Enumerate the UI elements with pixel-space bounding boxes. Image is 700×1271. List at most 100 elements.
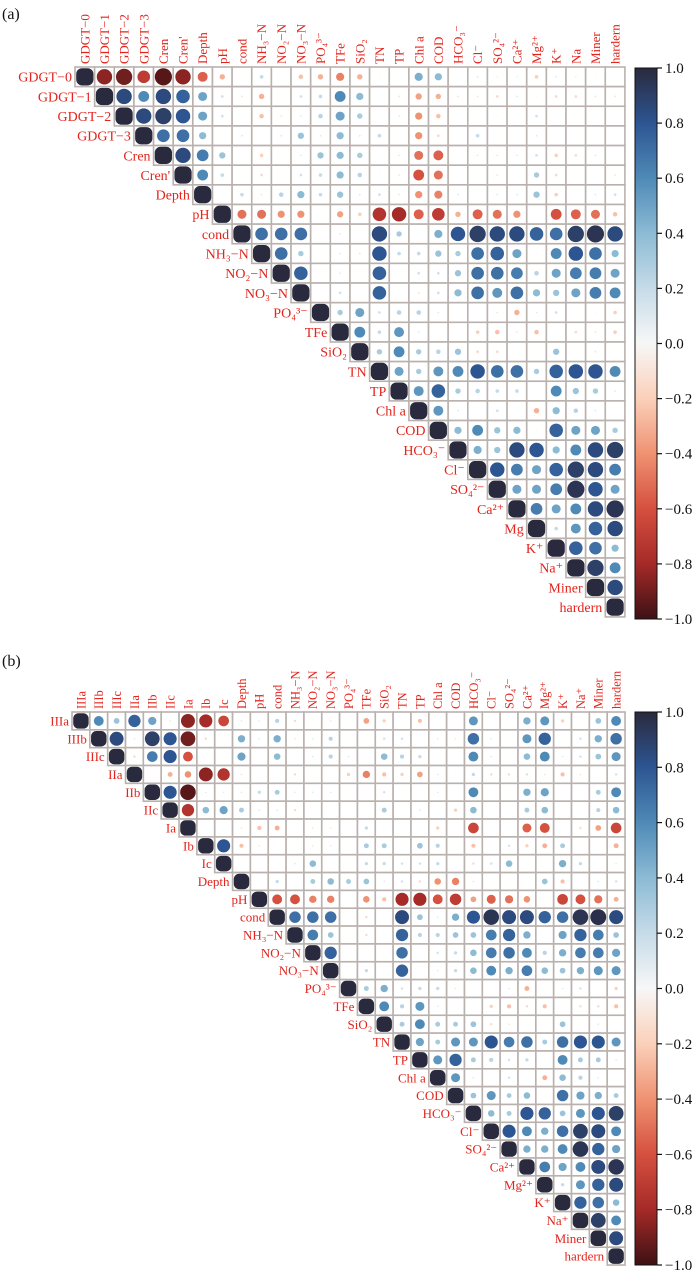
correlation-circle xyxy=(490,862,493,865)
correlation-circle xyxy=(476,154,479,157)
correlation-circle xyxy=(455,250,461,257)
column-label: pH xyxy=(215,48,230,64)
matrix-cell xyxy=(481,782,501,802)
correlation-circle xyxy=(436,951,439,955)
matrix-cell xyxy=(368,85,391,108)
correlation-circle xyxy=(258,774,260,775)
correlation-circle xyxy=(204,737,208,740)
matrix-cell xyxy=(213,729,234,749)
correlation-circle xyxy=(400,772,404,777)
matrix-cell xyxy=(606,1068,626,1088)
correlation-circle xyxy=(595,1057,601,1063)
correlation-circle xyxy=(398,115,400,118)
correlation-circle xyxy=(586,225,605,243)
matrix-cell xyxy=(338,943,359,963)
correlation-circle xyxy=(595,312,596,313)
matrix-cell xyxy=(231,853,252,874)
correlation-circle xyxy=(577,1057,583,1063)
matrix-cell xyxy=(447,144,469,166)
correlation-circle xyxy=(415,349,422,355)
correlation-circle xyxy=(507,1058,511,1062)
correlation-circle xyxy=(155,88,172,105)
correlation-circle xyxy=(590,209,600,219)
correlation-circle xyxy=(318,173,323,177)
column-label: IIIa xyxy=(74,691,88,709)
diagonal-mark xyxy=(135,127,153,145)
diagonal-mark xyxy=(251,891,268,908)
colorbar-tick-label: −0.6 xyxy=(665,1147,693,1163)
correlation-circle xyxy=(561,755,564,758)
matrix-cell xyxy=(410,729,430,749)
diagonal-mark xyxy=(292,284,310,302)
diagonal-mark xyxy=(305,945,321,961)
correlation-circle xyxy=(540,716,550,726)
correlation-circle xyxy=(609,287,621,299)
correlation-circle xyxy=(336,151,344,159)
correlation-circle xyxy=(490,773,493,776)
correlation-circle xyxy=(276,845,278,847)
correlation-circle xyxy=(506,1093,512,1099)
correlation-circle xyxy=(382,772,387,777)
correlation-circle xyxy=(274,825,280,831)
correlation-circle xyxy=(610,268,620,278)
row-label: TFe xyxy=(333,999,354,1014)
correlation-circle xyxy=(505,860,513,867)
column-label: IIc xyxy=(163,695,177,709)
correlation-circle xyxy=(133,755,136,758)
matrix-cell xyxy=(303,711,323,731)
correlation-circle xyxy=(570,523,581,534)
matrix-cell xyxy=(249,746,270,767)
column-label: SO₄²⁻ xyxy=(490,32,505,64)
correlation-circle xyxy=(472,209,483,220)
colorbar-tick-label: −0.8 xyxy=(665,1203,692,1219)
colorbar-tick-label: −0.4 xyxy=(665,447,693,463)
correlation-circle xyxy=(273,753,281,760)
correlation-circle xyxy=(612,1199,620,1206)
correlation-circle xyxy=(572,909,589,925)
matrix-cell xyxy=(368,105,391,127)
correlation-circle xyxy=(383,880,386,883)
correlation-circle xyxy=(614,95,617,98)
matrix-cell xyxy=(309,282,332,304)
correlation-circle xyxy=(523,1145,531,1153)
correlation-circle xyxy=(591,1106,605,1120)
correlation-circle xyxy=(525,1058,529,1062)
correlation-circle xyxy=(417,718,422,723)
correlation-circle xyxy=(453,808,458,812)
matrix-cell xyxy=(525,341,548,363)
correlation-circle xyxy=(550,208,562,220)
correlation-circle xyxy=(355,307,365,318)
correlation-circle xyxy=(338,291,342,295)
diagonal-mark xyxy=(469,461,487,479)
correlation-circle xyxy=(515,389,519,393)
correlation-circle xyxy=(575,194,577,196)
correlation-circle xyxy=(436,969,439,972)
correlation-circle xyxy=(539,823,550,833)
correlation-circle xyxy=(574,928,587,942)
diagonal-mark xyxy=(447,1087,464,1104)
correlation-circle xyxy=(503,947,515,959)
row-label: SiO₂ xyxy=(348,1017,373,1032)
matrix-cell xyxy=(481,871,501,892)
colorbar-tick-label: 0.8 xyxy=(665,760,684,776)
correlation-circle xyxy=(378,174,380,176)
correlation-circle xyxy=(494,446,501,454)
correlation-circle xyxy=(154,68,172,86)
correlation-circle xyxy=(472,1076,475,1079)
correlation-circle xyxy=(522,734,532,744)
correlation-circle xyxy=(579,755,582,758)
matrix-cell xyxy=(463,978,484,999)
correlation-circle xyxy=(567,480,585,498)
correlation-circle xyxy=(512,484,522,494)
correlation-circle xyxy=(560,879,565,884)
correlation-circle xyxy=(434,190,443,199)
correlation-circle xyxy=(511,463,523,476)
matrix-cell xyxy=(588,978,608,999)
matrix-cell xyxy=(517,853,537,874)
correlation-circle xyxy=(312,791,314,794)
correlation-circle xyxy=(328,754,333,759)
correlation-circle xyxy=(222,791,225,794)
correlation-circle xyxy=(515,95,518,98)
matrix-cell xyxy=(320,853,341,874)
correlation-circle xyxy=(294,845,296,847)
